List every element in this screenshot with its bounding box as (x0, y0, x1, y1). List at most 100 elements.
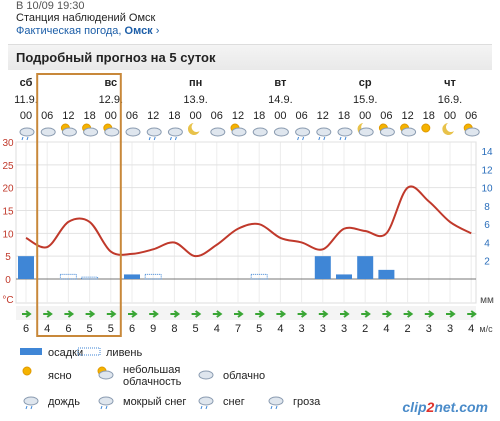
cloud-icon (252, 127, 268, 137)
day-date: 15.9. (353, 94, 377, 106)
wind-speed: 6 (23, 323, 29, 335)
rain-drop-icon (21, 136, 24, 141)
hour-label: 00 (274, 110, 286, 122)
cloud-icon (464, 127, 480, 137)
wind-speed: 3 (447, 323, 453, 335)
rain-drop-icon (174, 136, 177, 141)
cloud-icon (125, 127, 141, 137)
hour-label: 18 (338, 110, 350, 122)
hour-label: 00 (359, 110, 371, 122)
wind-arrow-icon (403, 310, 414, 318)
day-of-week: вт (274, 77, 287, 89)
weather-legend-label: гроза (293, 396, 321, 408)
y-tick-label-left: 25 (2, 161, 14, 172)
wind-arrow-icon (318, 310, 329, 318)
rain-drop-icon (323, 136, 326, 141)
wind-speed: 4 (277, 323, 283, 335)
actual-weather-link[interactable]: Фактическая погода, Омск › (16, 25, 159, 37)
cloud-icon (358, 127, 374, 137)
moon-icon (187, 123, 200, 135)
cloud-icon (273, 127, 289, 137)
y-tick-label-right: 4 (484, 238, 490, 249)
actual-weather-link-text: Фактическая погода, (16, 25, 122, 37)
y-tick-label-right: 6 (484, 220, 490, 231)
hour-label: 00 (105, 110, 117, 122)
cloud-icon (83, 127, 99, 137)
y-tick-label-right: 2 (484, 257, 490, 268)
day-date: 12.9. (99, 94, 123, 106)
wind-arrow-icon (128, 310, 138, 318)
weather-legend-label: мокрый снег (123, 396, 186, 408)
wind-arrow-icon (22, 310, 32, 318)
hour-label: 18 (168, 110, 180, 122)
hour-label: 18 (253, 110, 265, 122)
rain-drop-icon (318, 136, 321, 141)
cloud-icon (379, 127, 395, 137)
actual-weather-link-city: Омск (124, 25, 153, 37)
rain-drop-icon (100, 405, 103, 410)
shower-bar (59, 273, 77, 280)
cloud-icon (231, 127, 247, 137)
wind-speed: 3 (426, 323, 432, 335)
hour-label: 06 (211, 110, 223, 122)
hour-label: 12 (232, 110, 244, 122)
wind-arrow-icon (297, 310, 308, 318)
y-tick-label-left: 20 (2, 184, 14, 195)
hour-label: 00 (20, 110, 32, 122)
weather-legend-label: снег (223, 396, 245, 408)
hour-label: 12 (317, 110, 329, 122)
wind-speed: 9 (150, 323, 156, 335)
rain-drop-icon (200, 405, 203, 410)
wind-speed: 2 (362, 323, 368, 335)
cloud-icon (61, 127, 77, 137)
y-tick-label-right: 8 (484, 202, 490, 213)
wind-arrow-icon (106, 310, 117, 318)
rain-drop-icon (169, 136, 172, 141)
wind-arrow-icon (340, 310, 350, 318)
hour-label: 00 (444, 110, 456, 122)
chevron-right-icon: › (155, 25, 160, 37)
wind-speed: 5 (193, 323, 199, 335)
hour-label: 06 (41, 110, 53, 122)
y-tick-label-left: 0 (5, 275, 11, 286)
shower-bar (144, 273, 162, 280)
day-date: 16.9. (438, 94, 462, 106)
cloud-icon (104, 127, 120, 137)
cloud-icon (198, 396, 214, 406)
cloud-icon (167, 127, 183, 137)
wind-arrow-icon (64, 310, 75, 318)
wind-speed: 4 (214, 323, 220, 335)
rain-drop-icon (30, 405, 33, 410)
y-tick-label-right: 10 (481, 184, 493, 195)
cloud-icon (316, 127, 332, 137)
wind-speed: 5 (256, 323, 262, 335)
wind-speed: 7 (235, 323, 241, 335)
wind-speed: 3 (320, 323, 326, 335)
rain-drop-icon (302, 136, 305, 141)
cloud-icon (295, 127, 311, 137)
osadki-swatch (20, 348, 42, 355)
hour-label: 06 (465, 110, 477, 122)
wind-arrow-icon (191, 310, 202, 318)
cloud-icon (146, 127, 162, 137)
rain-drop-icon (25, 405, 28, 410)
rain-drop-icon (153, 136, 156, 141)
cloud-icon (337, 127, 353, 137)
wind-speed: 3 (299, 323, 305, 335)
weather-legend-label: облачность (123, 376, 182, 388)
wind-speed: 5 (108, 323, 114, 335)
wind-arrow-icon (446, 310, 456, 318)
wind-row (16, 306, 476, 320)
rain-drop-icon (148, 136, 151, 141)
rain-drop-icon (339, 136, 342, 141)
day-of-week: пн (189, 77, 202, 89)
wind-arrow-icon (467, 310, 477, 318)
precip-bar (378, 269, 395, 279)
cloud-icon (268, 396, 284, 406)
cloud-icon (19, 127, 35, 137)
sun-icon (22, 366, 32, 376)
cloud-icon (98, 370, 114, 380)
rain-drop-icon (26, 136, 29, 141)
weather-legend-label: облачно (223, 370, 265, 382)
precip-bar (314, 256, 331, 279)
